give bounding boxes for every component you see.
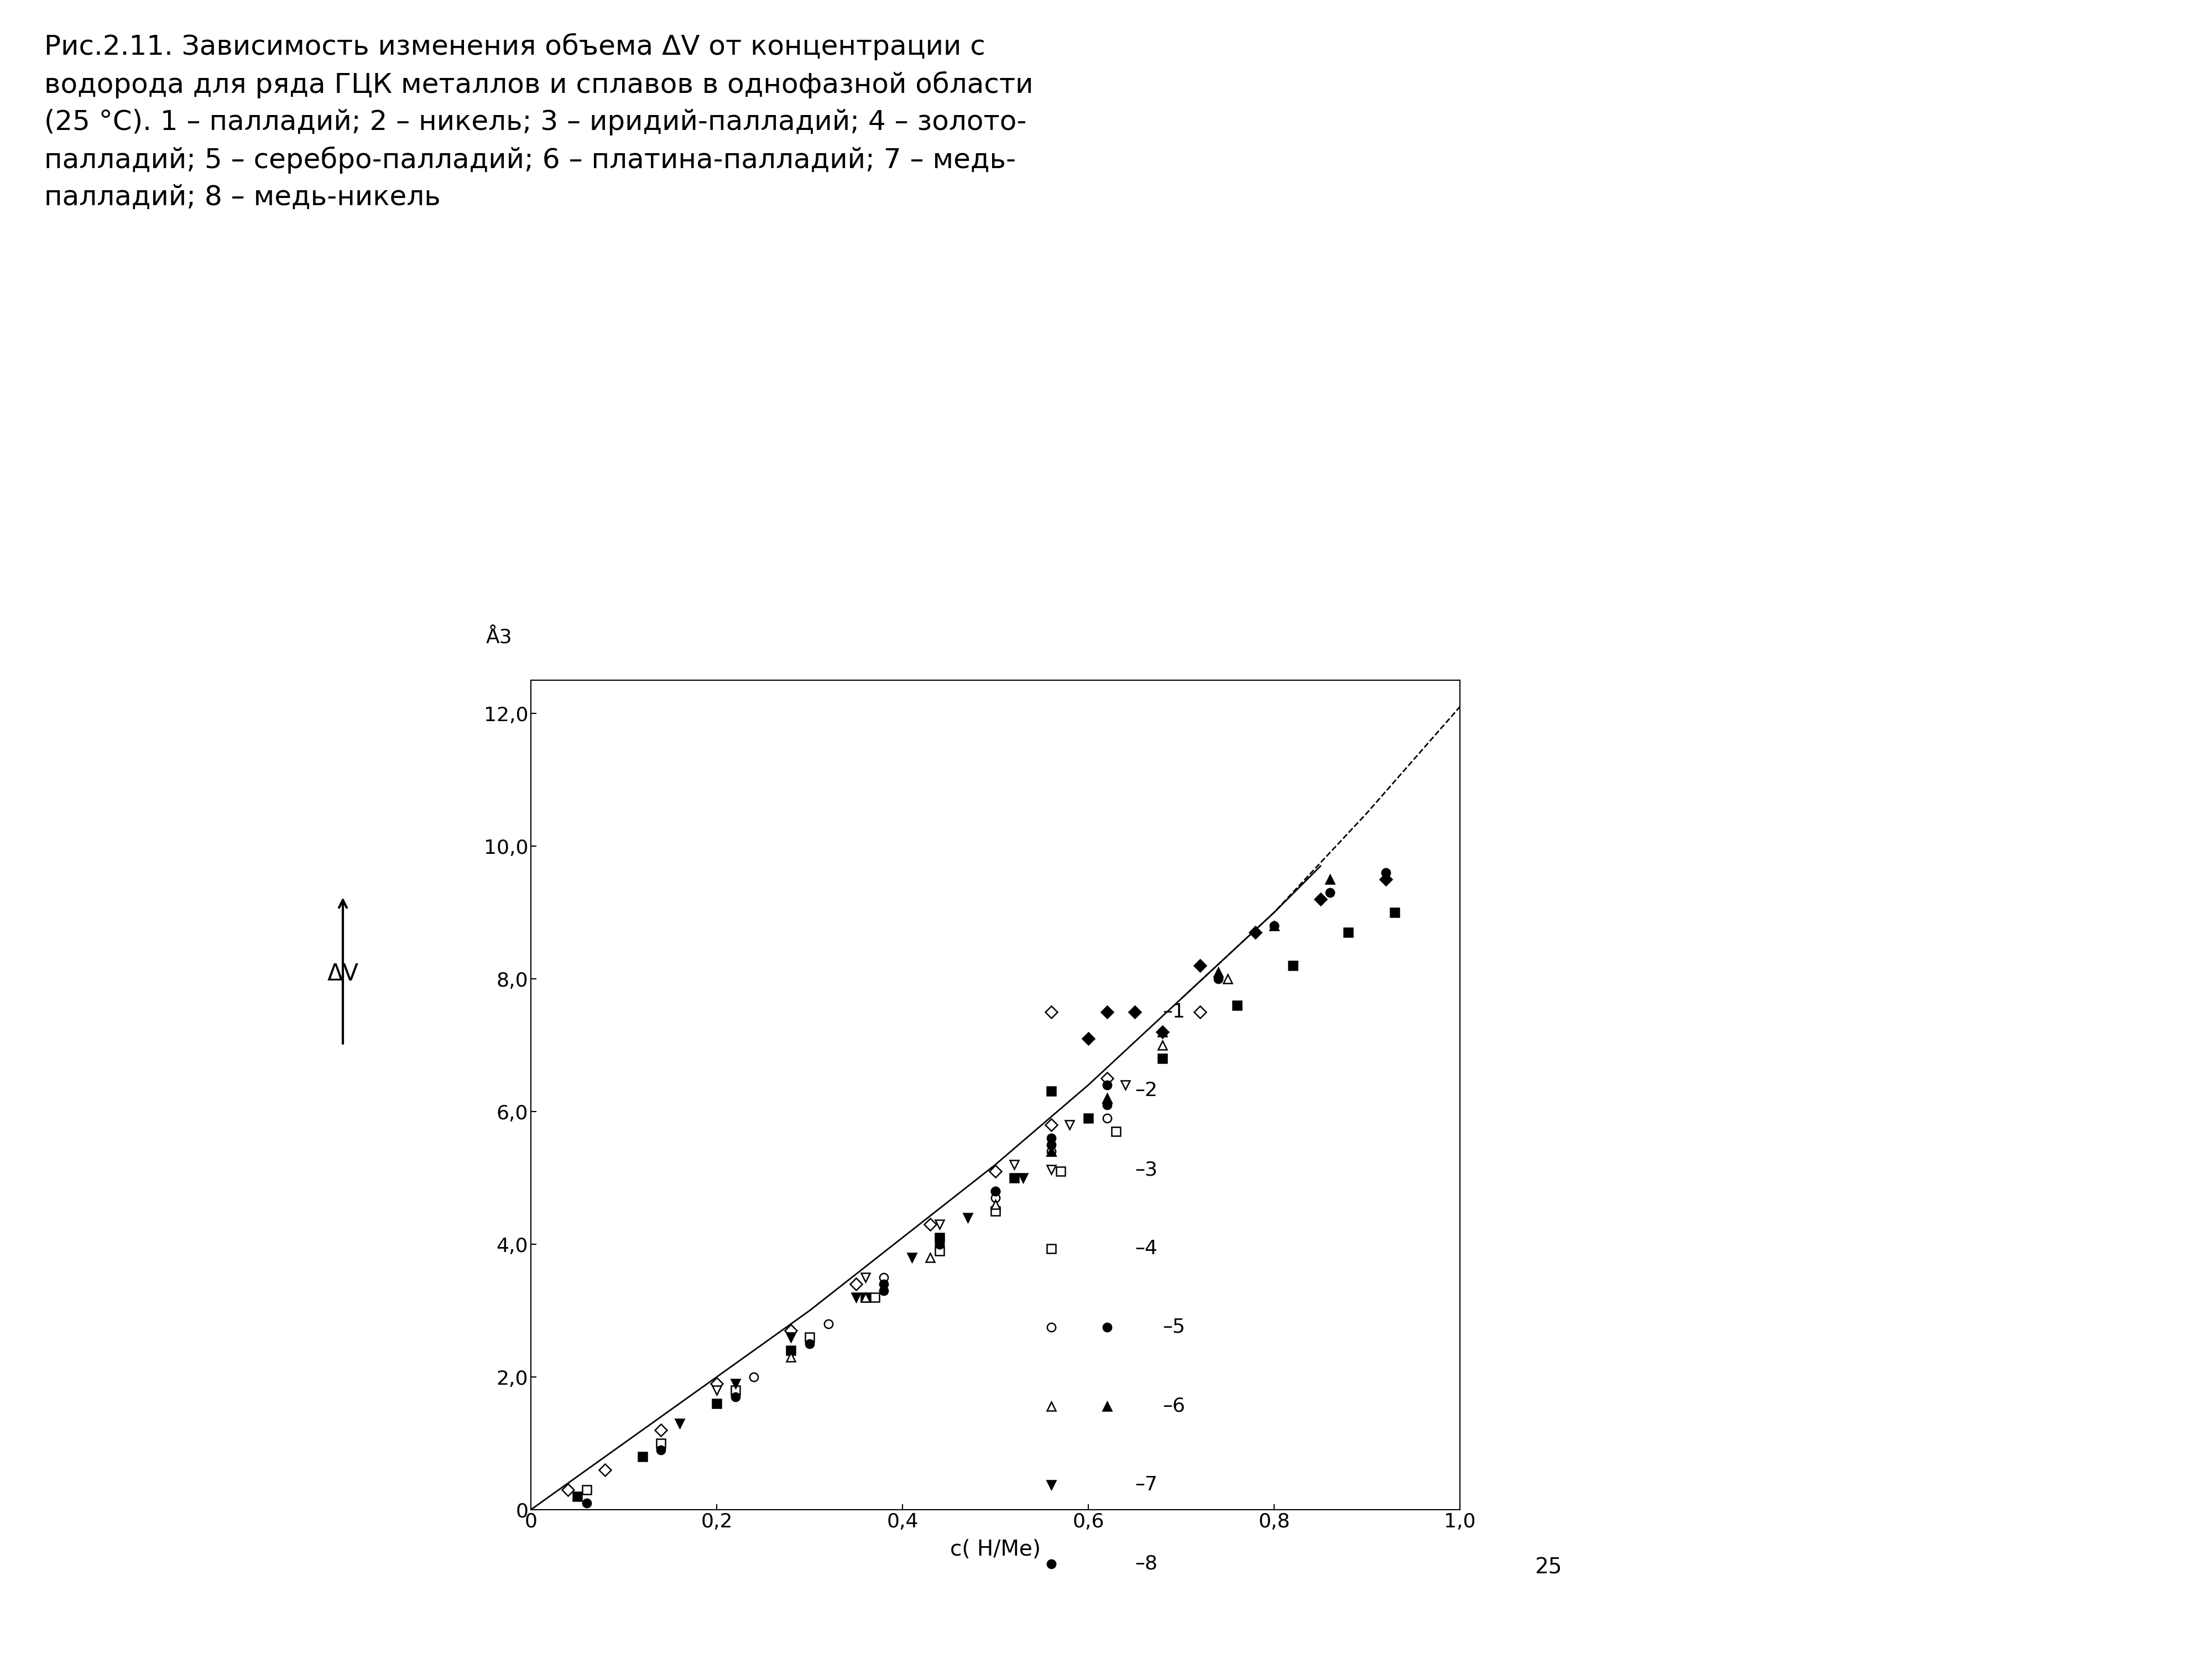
Text: –6: –6 [1164, 1397, 1186, 1415]
Text: Å3: Å3 [487, 629, 513, 647]
Text: –4: –4 [1135, 1239, 1157, 1258]
X-axis label: c( H/Me): c( H/Me) [949, 1540, 1040, 1559]
Text: –2: –2 [1135, 1082, 1157, 1100]
Text: –1: –1 [1164, 1002, 1186, 1022]
Text: ΔV: ΔV [327, 962, 358, 985]
Text: Рис.2.11. Зависимость изменения объема ΔV от концентрации c
водорода для ряда ГЦ: Рис.2.11. Зависимость изменения объема Δ… [44, 33, 1033, 211]
Text: –7: –7 [1135, 1475, 1157, 1495]
Text: –8: –8 [1135, 1554, 1157, 1573]
Text: –3: –3 [1135, 1160, 1157, 1180]
Text: –5: –5 [1164, 1317, 1186, 1337]
Text: 25: 25 [1535, 1558, 1562, 1578]
